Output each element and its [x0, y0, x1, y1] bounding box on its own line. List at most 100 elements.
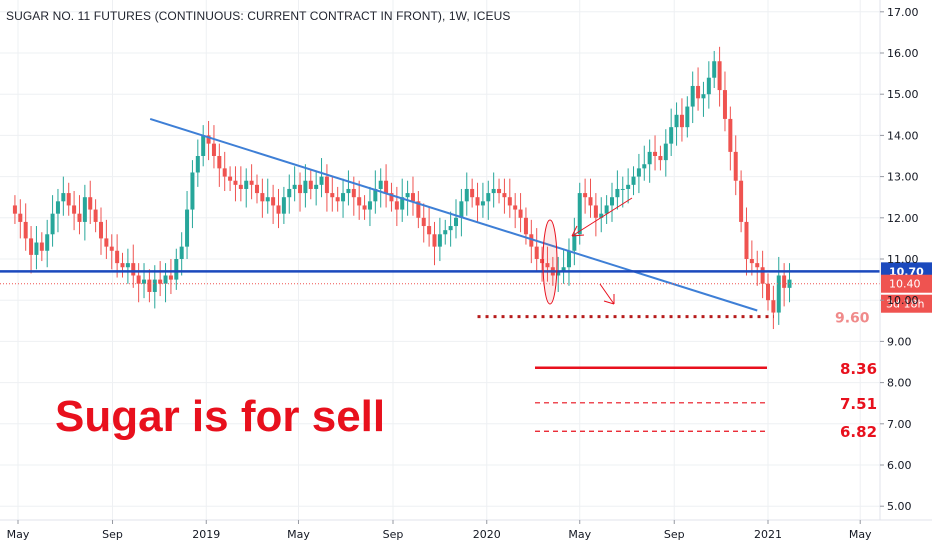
candle-body: [771, 300, 776, 313]
time-tick-label: May: [287, 528, 310, 541]
candle-body: [443, 230, 448, 235]
candle-body: [88, 197, 93, 210]
candle-body: [292, 184, 297, 189]
candle-body: [776, 275, 781, 313]
price-tick-label: 11.00: [887, 253, 919, 266]
candle-body: [260, 193, 265, 202]
candle-body: [437, 234, 442, 247]
candle-body: [685, 106, 690, 128]
candle-body: [174, 259, 179, 280]
candle-body: [66, 193, 71, 206]
candle-body: [620, 188, 625, 190]
candle-body: [335, 197, 340, 202]
candle-body: [308, 180, 313, 189]
candle-body: [545, 263, 550, 268]
candle-body: [131, 263, 136, 276]
candle-body: [523, 217, 528, 235]
candle-body: [373, 188, 378, 202]
candle-body: [475, 197, 480, 206]
chart-title: SUGAR NO. 11 FUTURES (CONTINUOUS: CURREN…: [6, 9, 511, 23]
candle-body: [98, 221, 103, 239]
candle-body: [766, 283, 770, 301]
candle-body: [679, 114, 684, 128]
candle-body: [486, 193, 491, 202]
candle-body: [604, 205, 609, 214]
candle-body: [480, 201, 485, 206]
candle-body: [389, 193, 394, 202]
candle-body: [416, 201, 421, 218]
candle-body: [367, 201, 372, 210]
candle-body: [93, 209, 98, 222]
candle-body: [61, 193, 66, 202]
time-tick-label: May: [7, 528, 30, 541]
candle-body: [384, 180, 389, 194]
candle-body: [448, 226, 453, 231]
candle-body: [222, 168, 227, 177]
candle-body: [749, 259, 754, 264]
candle-body: [254, 184, 259, 194]
candle-body: [540, 259, 545, 264]
candle-body: [674, 114, 679, 128]
candle-body: [513, 205, 518, 210]
candle-body: [82, 197, 87, 222]
candle-body: [50, 213, 55, 235]
time-tick-label: Sep: [102, 528, 123, 541]
candle-body: [136, 275, 141, 284]
candle-body: [593, 205, 598, 218]
candle-body: [362, 205, 367, 210]
candle-body: [18, 213, 23, 222]
target-label-3: 6.82: [840, 423, 877, 441]
candle-body: [104, 238, 109, 247]
candle-body: [427, 226, 432, 235]
price-tick-label: 9.00: [887, 335, 912, 348]
candle-body: [636, 168, 641, 177]
time-tick-label: Sep: [383, 528, 404, 541]
candle-body: [201, 135, 206, 156]
candle-body: [265, 197, 270, 202]
candle-body: [405, 193, 410, 198]
candle-body: [497, 188, 502, 194]
chart-grid: [0, 0, 880, 520]
candle-body: [529, 234, 534, 247]
candle-body: [642, 164, 647, 169]
candle-body: [55, 201, 60, 214]
candle-body: [502, 193, 507, 198]
candle-body: [421, 217, 426, 227]
candle-body: [287, 188, 292, 198]
candle-body: [72, 205, 77, 214]
candle-body: [701, 94, 706, 99]
price-axis[interactable]: 17.00 16.00 15.00 14.00 13.00 12.00 11.00 10.00…: [879, 0, 919, 520]
price-tick-label: 5.00: [887, 500, 912, 513]
candle-body: [115, 250, 120, 264]
candle-body: [39, 242, 44, 251]
annotation-arrow-retest: [571, 197, 633, 237]
candle-body: [244, 180, 249, 189]
price-tick-label: 13.00: [887, 171, 919, 184]
price-tick-label: 6.00: [887, 459, 912, 472]
time-tick-label: May: [849, 528, 872, 541]
candle-body: [717, 61, 722, 91]
annotation-arrowhead-retest: [571, 225, 585, 237]
time-axis[interactable]: May Sep 2019 May Sep 2020 May Sep 2021 May: [0, 519, 932, 541]
highlight-ellipse: [542, 219, 558, 305]
candle-body: [158, 279, 163, 284]
candle-body: [615, 188, 620, 198]
candle-body: [238, 184, 243, 189]
candle-body: [599, 213, 604, 218]
candle-body: [782, 275, 787, 288]
candle-body: [303, 180, 308, 194]
time-tick-label: Sep: [664, 528, 685, 541]
time-tick-label: 2020: [473, 528, 501, 541]
candle-body: [109, 246, 114, 251]
candle-body: [142, 279, 147, 284]
candle-body: [577, 193, 582, 235]
price-tick-label: 14.00: [887, 129, 919, 142]
candle-body: [491, 188, 496, 194]
annotation-arrow-down: [599, 283, 615, 305]
countdown-tag: [881, 294, 932, 313]
candle-body: [556, 271, 561, 276]
candle-body: [341, 193, 346, 202]
headline-text: Sugar is for sell: [55, 392, 386, 441]
